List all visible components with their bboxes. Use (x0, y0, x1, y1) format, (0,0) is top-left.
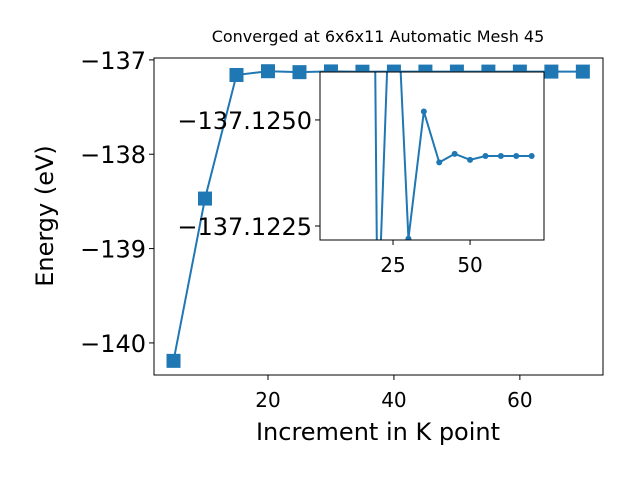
chart-title: Converged at 6x6x11 Automatic Mesh 45 (212, 27, 545, 46)
y-axis-label: Energy (eV) (31, 145, 59, 287)
marker (405, 235, 412, 240)
marker (198, 191, 213, 206)
x-tick-label: 40 (381, 388, 406, 412)
axes-frame (319, 71, 545, 241)
marker (420, 108, 427, 115)
y-tick-label: −139 (80, 236, 146, 264)
marker (292, 65, 307, 80)
marker (528, 153, 535, 159)
y-tick-label: −137 (80, 47, 146, 75)
x-tick-label: 25 (380, 253, 405, 277)
marker (513, 153, 520, 159)
x-tick-label: 60 (507, 388, 532, 412)
plot-area (374, 72, 535, 240)
marker (467, 156, 474, 163)
marker (229, 67, 244, 82)
axes-frame (153, 57, 604, 376)
y-tick-label: −140 (80, 330, 146, 358)
marker (436, 159, 443, 166)
marker (575, 64, 590, 79)
x-axis-label: Increment in K point (256, 418, 500, 446)
y-tick-label: −138 (80, 141, 146, 169)
y-tick-label: −137.1225 (177, 213, 312, 241)
y-tick-label: −137.1250 (177, 107, 312, 135)
marker (451, 150, 458, 157)
marker (166, 353, 181, 368)
marker (497, 153, 504, 159)
marker (544, 64, 559, 79)
marker (482, 153, 489, 159)
x-tick-label: 50 (457, 253, 482, 277)
x-tick-label: 20 (255, 388, 280, 412)
marker (260, 64, 275, 79)
